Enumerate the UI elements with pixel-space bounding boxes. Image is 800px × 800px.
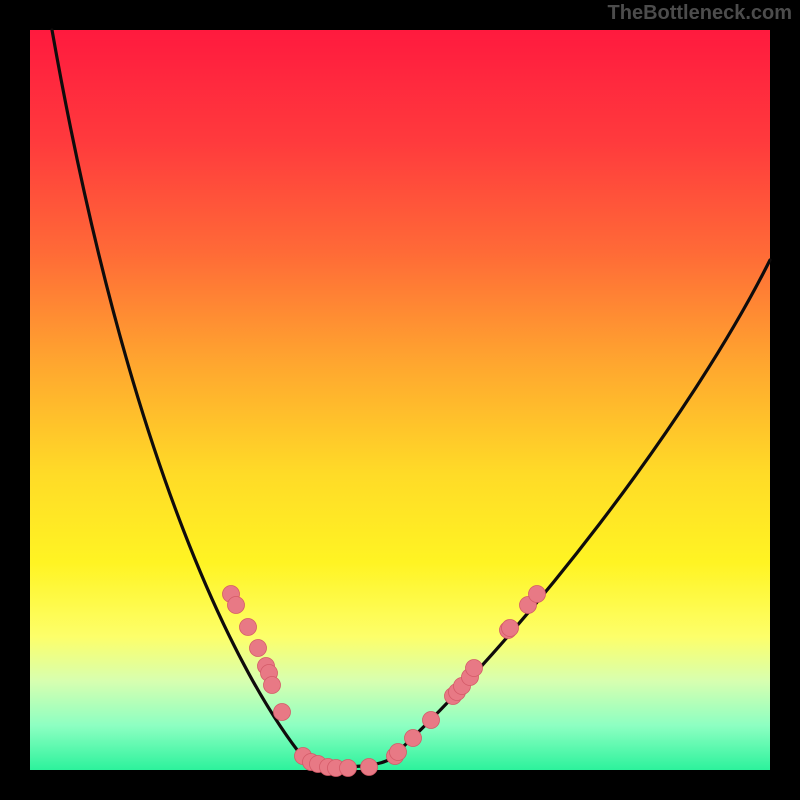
- data-marker: [274, 704, 291, 721]
- data-marker: [423, 712, 440, 729]
- data-marker: [264, 677, 281, 694]
- data-marker: [361, 759, 378, 776]
- data-marker: [228, 597, 245, 614]
- chart-svg: [0, 0, 800, 800]
- data-marker: [529, 586, 546, 603]
- data-marker: [340, 760, 357, 777]
- plot-area: [30, 30, 770, 770]
- data-marker: [240, 619, 257, 636]
- chart-canvas: TheBottleneck.com: [0, 0, 800, 800]
- data-marker: [405, 730, 422, 747]
- data-marker: [250, 640, 267, 657]
- attribution-label: TheBottleneck.com: [608, 2, 792, 25]
- data-marker: [502, 620, 519, 637]
- data-marker: [390, 744, 407, 761]
- data-marker: [466, 660, 483, 677]
